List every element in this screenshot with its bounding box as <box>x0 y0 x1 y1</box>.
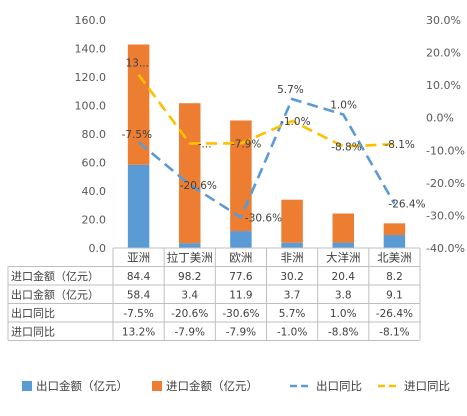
line-export-yoy <box>137 97 396 220</box>
table-row-label: 进口金额（亿元） <box>11 269 99 283</box>
bar-export <box>179 243 201 248</box>
category-label: 非洲 <box>281 251 304 265</box>
table-cell: 11.9 <box>229 290 252 302</box>
line-data-label: -... <box>198 138 212 150</box>
left-axis-tick: 20.0 <box>82 214 107 227</box>
table-cell: 9.1 <box>386 290 403 302</box>
table-cell: -8.8% <box>328 327 358 339</box>
left-axis-tick: 120.0 <box>75 71 107 84</box>
line-data-label: -8.1% <box>384 139 414 151</box>
line-data-label: 1.0% <box>330 99 357 111</box>
line-data-label: 13... <box>126 58 149 70</box>
table-cell: -7.9% <box>175 327 205 339</box>
right-axis-tick: -30.0% <box>426 209 465 222</box>
category-label: 欧洲 <box>229 251 252 265</box>
right-axis-tick: -10.0% <box>426 144 465 157</box>
table-cell: -30.6% <box>222 308 259 320</box>
category-label: 北美洲 <box>377 251 412 265</box>
table-cell: -7.9% <box>226 327 256 339</box>
bar-export <box>383 235 406 248</box>
bar-import <box>127 44 150 165</box>
right-axis-tick: 30.0% <box>426 14 461 27</box>
bar-export <box>281 242 303 248</box>
legend-label: 进口金额（亿元） <box>166 379 258 393</box>
legend-swatch <box>152 381 162 391</box>
table-cell: 8.2 <box>386 271 403 283</box>
table-cell: 58.4 <box>127 290 151 302</box>
left-axis-tick: 140.0 <box>75 43 107 56</box>
left-axis-tick: 60.0 <box>82 157 107 170</box>
line-import-yoy <box>137 73 395 148</box>
table-cell: 5.7% <box>279 308 306 320</box>
table-cell: -20.6% <box>171 308 208 320</box>
table-cell: 20.4 <box>332 271 356 283</box>
line-data-label: -7.9% <box>231 138 261 150</box>
table-row-label: 进口同比 <box>11 326 55 339</box>
table-cell: 1.0% <box>330 308 357 320</box>
bar-import <box>332 213 354 243</box>
table-row-label: 出口同比 <box>11 306 55 320</box>
legend-label: 出口金额（亿元） <box>36 379 128 393</box>
table-cell: -7.5% <box>123 308 153 320</box>
category-label: 大洋洲 <box>326 251 361 265</box>
table-cell: 77.6 <box>229 271 253 283</box>
left-axis-tick: 0.0 <box>89 242 107 255</box>
right-axis-tick: -20.0% <box>426 177 465 190</box>
legend-label: 出口同比 <box>316 379 362 393</box>
right-axis-tick: 0.0% <box>426 112 454 125</box>
left-axis-tick: 40.0 <box>82 185 107 198</box>
table-cell: 30.2 <box>280 271 303 283</box>
table-row-label: 出口金额（亿元） <box>11 288 99 302</box>
line-data-label: -7.5% <box>122 129 152 141</box>
bar-import <box>179 103 201 244</box>
bar-export <box>127 164 150 248</box>
table-cell: -8.1% <box>379 327 409 339</box>
line-data-label: -26.4% <box>388 199 425 211</box>
line-data-label: -8.8% <box>331 141 361 153</box>
bar-import <box>383 223 406 236</box>
bar-export <box>332 242 354 248</box>
legend-label: 进口同比 <box>404 379 450 393</box>
table-cell: -26.4% <box>376 308 413 320</box>
line-data-label: -30.6% <box>245 212 282 224</box>
line-data-label: -20.6% <box>180 180 217 192</box>
table-cell: 84.4 <box>127 271 151 283</box>
line-data-label: 5.7% <box>277 84 304 96</box>
table-cell: -1.0% <box>277 327 307 339</box>
category-label: 亚洲 <box>127 251 150 265</box>
legend-swatch <box>22 381 32 391</box>
table-cell: 3.7 <box>284 290 301 302</box>
bar-import <box>281 199 303 243</box>
table-cell: 3.4 <box>181 290 198 302</box>
table-cell: 98.2 <box>178 271 201 283</box>
right-axis-tick: 20.0% <box>426 47 461 60</box>
table-cell: 13.2% <box>122 327 155 339</box>
line-data-label: -1.0% <box>280 116 310 128</box>
right-axis-tick: -40.0% <box>426 242 465 255</box>
left-axis-tick: 100.0 <box>75 100 107 113</box>
left-axis-tick: 160.0 <box>75 14 107 27</box>
category-label: 拉丁美洲 <box>167 251 213 265</box>
left-axis-tick: 80.0 <box>82 128 107 141</box>
right-axis-tick: 10.0% <box>426 79 461 92</box>
bar-export <box>230 231 252 248</box>
table-cell: 3.8 <box>335 290 352 302</box>
